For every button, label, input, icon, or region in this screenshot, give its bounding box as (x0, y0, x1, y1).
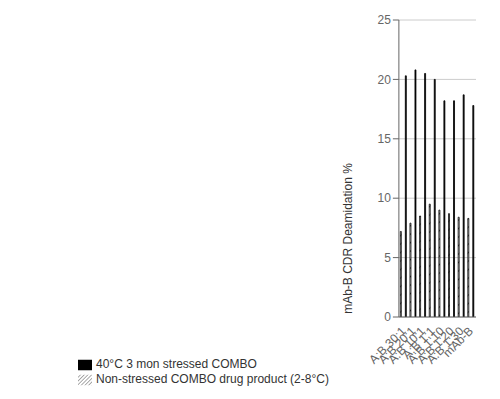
svg-text:10: 10 (378, 191, 392, 205)
svg-text:20: 20 (378, 73, 392, 87)
svg-text:5: 5 (384, 251, 391, 265)
svg-text:15: 15 (378, 132, 392, 146)
svg-text:25: 25 (378, 13, 392, 27)
svg-text:mAb-B CDR Deamidation %: mAb-B CDR Deamidation % (341, 163, 355, 314)
html-text:Non-stressed COMBO drug produc: Non-stressed COMBO drug product (2-8°C) (96, 372, 329, 387)
svg-text:mAb-B: mAb-B (440, 324, 476, 360)
html-text:40°C 3 mon stressed COMBO: 40°C 3 mon stressed COMBO (96, 357, 257, 372)
svg-text:A:B 1:30: A:B 1:30 (424, 324, 467, 367)
svg-text:0: 0 (384, 310, 391, 324)
